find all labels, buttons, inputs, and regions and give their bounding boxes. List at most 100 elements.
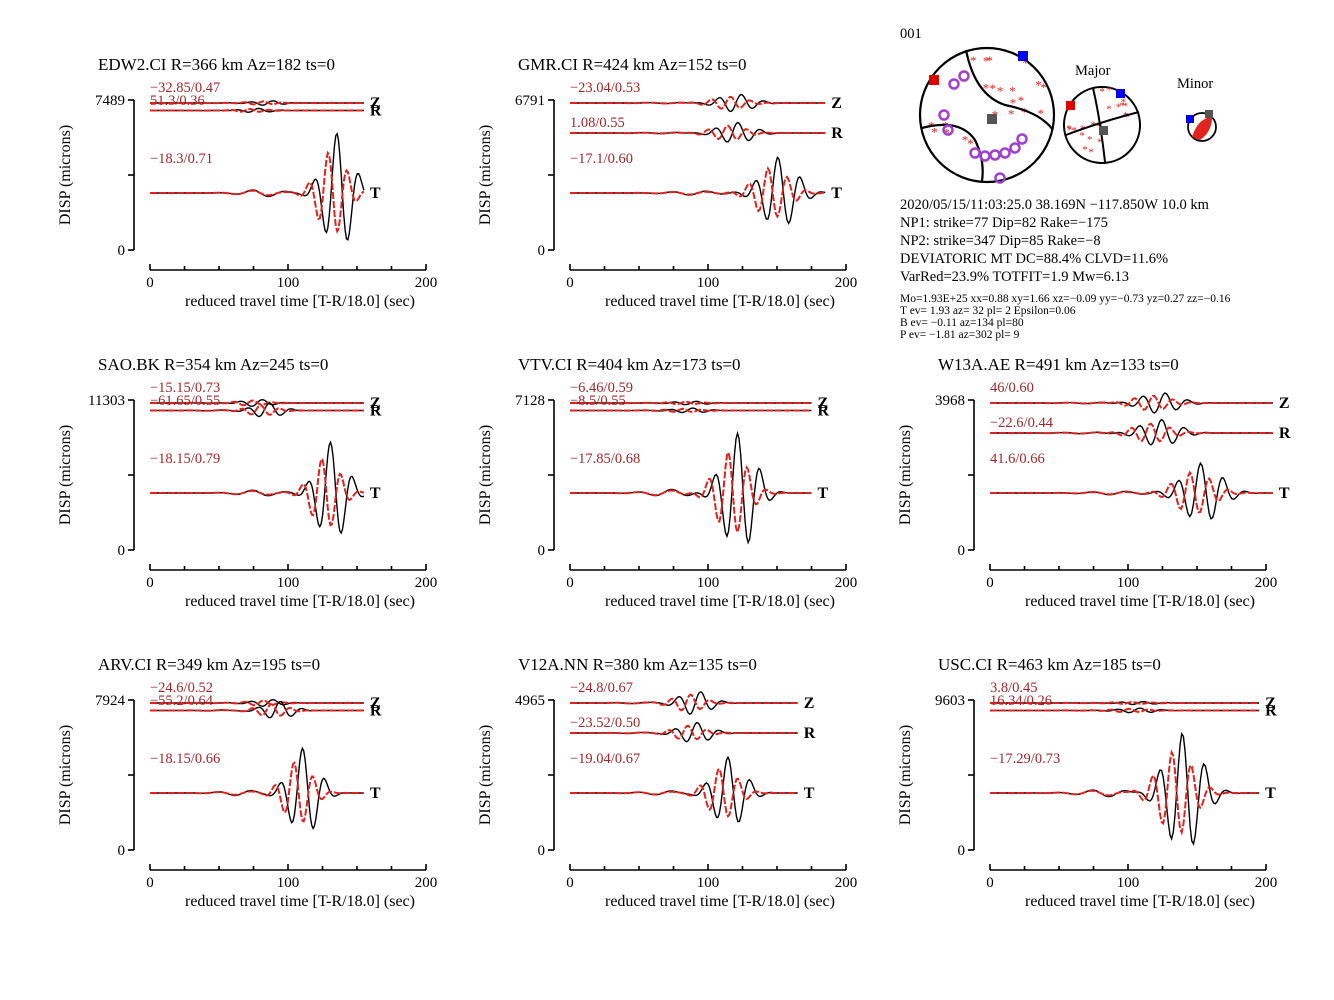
y-tick-label-min: 0	[118, 843, 126, 859]
component-label: R	[370, 403, 382, 420]
major-star: *	[1121, 97, 1127, 109]
x-tick-label: 0	[986, 575, 994, 591]
compression-star: *	[1010, 96, 1017, 111]
station-marker	[1009, 142, 1021, 154]
beachball-main: ***********************	[918, 46, 1056, 184]
fit-label: −6.46/0.59	[570, 380, 633, 396]
info-line-0: 2020/05/15/11:03:25.0 38.169N −117.850W …	[900, 197, 1210, 213]
x-tick-label: 200	[1255, 875, 1278, 891]
major-star: *	[1071, 125, 1077, 137]
panel-title: VTV.CI R=404 km Az=173 ts=0	[518, 355, 741, 374]
x-tick-label: 0	[146, 575, 154, 591]
component-label: T	[831, 185, 842, 202]
station-marker	[999, 147, 1011, 159]
nodal-plane-2	[921, 123, 984, 182]
synthetic-trace-t	[150, 761, 364, 823]
major-t-marker	[1116, 89, 1125, 98]
waveform-panel: V12A.NN R=380 km Az=135 ts=0 4965 0 DISP (m…	[477, 655, 857, 910]
compression-star: *	[1008, 107, 1015, 122]
waveform-panel: SAO.BK R=354 km Az=245 ts=0 11303 0 DISP (m…	[57, 355, 437, 610]
fit-label: 41.6/0.66	[990, 451, 1045, 467]
x-tick-label: 100	[1117, 575, 1140, 591]
observed-trace-t	[150, 440, 365, 535]
synthetic-trace-r	[570, 724, 798, 741]
y-axis-label: DISP (microns)	[897, 425, 914, 525]
waveform-panel: VTV.CI R=404 km Az=173 ts=0 7128 0 DISP (mi…	[477, 355, 857, 610]
x-tick-label: 0	[146, 275, 154, 291]
solution-info: 2020/05/15/11:03:25.0 38.169N −117.850W …	[900, 197, 1231, 341]
fit-label: −23.52/0.50	[570, 715, 640, 731]
synthetic-trace-z	[990, 395, 1273, 411]
synthetic-trace-r	[570, 407, 812, 413]
component-label: Z	[370, 695, 381, 712]
compression-star: *	[943, 120, 950, 135]
y-axis-label: DISP (microns)	[57, 725, 74, 825]
major-outline	[1063, 86, 1141, 164]
x-axis-label: reduced travel time [T-R/18.0] (sec)	[1025, 593, 1255, 610]
x-axis-label: reduced travel time [T-R/18.0] (sec)	[605, 293, 835, 310]
station-marker	[958, 70, 970, 82]
y-axis-label: DISP (microns)	[57, 425, 74, 525]
station-marker	[989, 149, 1001, 161]
station-marker	[994, 172, 1006, 184]
major-star: *	[1106, 103, 1112, 115]
compression-star: *	[1021, 105, 1028, 120]
major-b-marker	[1099, 126, 1108, 135]
fit-label: 16.34/0.26	[990, 693, 1052, 709]
compression-star: *	[944, 125, 951, 140]
observed-trace-t	[150, 746, 364, 830]
component-label: R	[1279, 425, 1291, 442]
major-label: Major	[1075, 63, 1111, 79]
mechanism-summary: 001 *********************** Major ******…	[900, 26, 1231, 341]
station-marker	[969, 147, 981, 159]
synthetic-trace-t	[990, 470, 1273, 514]
y-tick-label-max: 6791	[515, 93, 545, 109]
major-plane-1	[1092, 87, 1106, 163]
observed-trace-t	[570, 430, 812, 545]
fit-label: −18.15/0.79	[150, 451, 220, 467]
synthetic-trace-z	[570, 693, 798, 712]
compression-star: *	[1022, 56, 1029, 71]
compression-star: *	[997, 83, 1004, 98]
major-star: *	[1099, 86, 1105, 98]
station-marker	[1016, 133, 1028, 145]
component-label: T	[370, 785, 381, 802]
x-tick-label: 0	[986, 875, 994, 891]
x-tick-label: 0	[566, 275, 574, 291]
observed-trace-t	[150, 131, 365, 241]
major-star: *	[1087, 134, 1093, 146]
major-p-marker	[1066, 101, 1075, 110]
panel-title: EDW2.CI R=366 km Az=182 ts=0	[98, 55, 335, 74]
major-star: *	[1097, 136, 1103, 148]
x-tick-label: 100	[1117, 875, 1140, 891]
major-star: *	[1079, 130, 1085, 142]
compression-star: *	[1018, 93, 1025, 108]
synthetic-trace-z	[570, 400, 812, 406]
fit-label: −8.5/0.55	[570, 393, 626, 409]
component-label: R	[818, 403, 830, 420]
panel-title: USC.CI R=463 km Az=185 ts=0	[938, 655, 1161, 674]
x-tick-label: 200	[415, 275, 438, 291]
p-axis-marker	[929, 75, 939, 85]
y-tick-label-min: 0	[958, 543, 966, 559]
component-label: T	[370, 185, 381, 202]
major-star: *	[1067, 125, 1073, 137]
y-tick-label-max: 9603	[935, 693, 965, 709]
y-axis-label: DISP (microns)	[477, 725, 494, 825]
station-markers	[938, 70, 1028, 184]
b-axis-marker	[987, 114, 997, 124]
detail-line-1: T ev= 1.93 az= 32 pl= 2 Epsilon=0.06	[900, 305, 1076, 317]
component-label: Z	[804, 695, 815, 712]
observed-trace-t	[990, 732, 1260, 846]
compression-star: *	[1040, 80, 1047, 95]
info-line-3: DEVIATORIC MT DC=88.4% CLVD=11.6%	[900, 251, 1168, 267]
fit-label: −24.8/0.67	[570, 680, 633, 696]
panel-title: GMR.CI R=424 km Az=152 ts=0	[518, 55, 747, 74]
x-tick-label: 200	[835, 875, 858, 891]
panel-title: W13A.AE R=491 km Az=133 ts=0	[938, 355, 1179, 374]
info-line-2: NP2: strike=347 Dip=85 Rake=−8	[900, 233, 1101, 249]
observed-trace-r	[150, 107, 364, 113]
fit-label: −32.85/0.47	[150, 80, 220, 96]
waveform-panel: ARV.CI R=349 km Az=195 ts=0 7924 0 DISP (mi…	[57, 655, 437, 910]
component-label: R	[370, 703, 382, 720]
